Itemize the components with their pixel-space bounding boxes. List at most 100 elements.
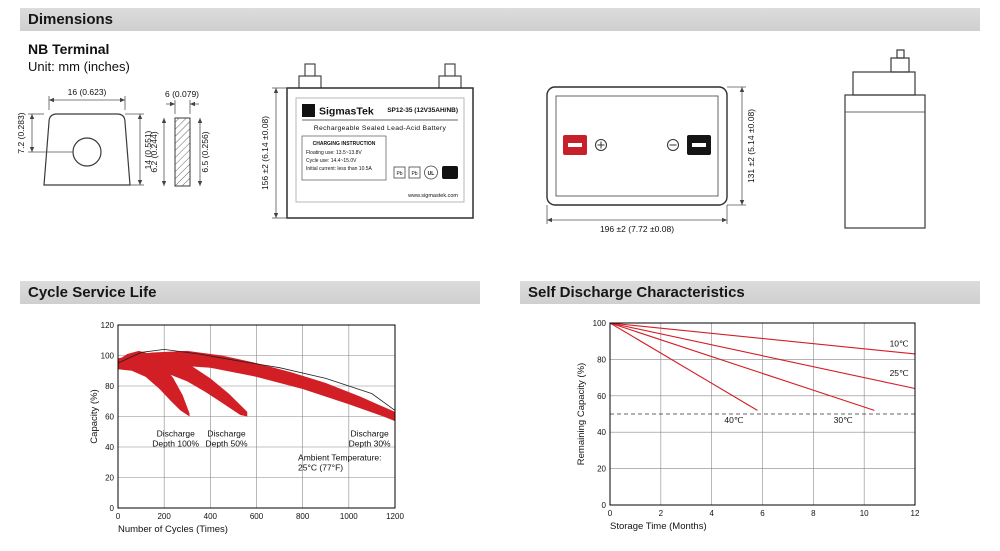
svg-text:600: 600 bbox=[250, 512, 264, 521]
svg-text:25℃: 25℃ bbox=[890, 368, 909, 378]
svg-text:0: 0 bbox=[116, 512, 121, 521]
cycle-service-life-title: Cycle Service Life bbox=[28, 284, 157, 301]
svg-text:4: 4 bbox=[709, 509, 714, 518]
svg-text:40: 40 bbox=[105, 443, 114, 452]
battery-label bbox=[295, 97, 465, 203]
positive-terminal-slot bbox=[568, 143, 582, 147]
dimensions-header-bar: Dimensions bbox=[20, 8, 980, 31]
svg-text:8: 8 bbox=[811, 509, 816, 518]
svg-text:UL: UL bbox=[428, 171, 435, 177]
top-length-dim: 196 ±2 (7.72 ±0.08) bbox=[600, 224, 674, 234]
charging-title: CHARGING INSTRUCTION bbox=[313, 141, 376, 147]
brand-logo-letter: S bbox=[305, 106, 311, 116]
svg-text:1200: 1200 bbox=[386, 512, 404, 521]
website-url: www.sigmastek.com bbox=[407, 193, 458, 199]
top-width-dim: 131 ±2 (5.14 ±0.08) bbox=[746, 109, 756, 183]
unit-label: Unit: mm (inches) bbox=[28, 59, 130, 74]
svg-text:40: 40 bbox=[597, 428, 606, 437]
svg-text:400: 400 bbox=[204, 512, 218, 521]
terminal-width-dim: 16 (0.623) bbox=[68, 87, 107, 97]
svg-text:10: 10 bbox=[860, 509, 869, 518]
top-view-outline bbox=[546, 86, 728, 206]
svg-text:120: 120 bbox=[101, 321, 115, 330]
cycle-service-life-chart: 0 200 400 600 800 1000 1200 0 20 40 60 80 100 120 Disc… bbox=[89, 321, 404, 535]
dimension-drawings: 16 (0.623) 7.2 (0.283) 14 (0.551) 6 (0.0… bbox=[16, 49, 926, 234]
svg-text:100: 100 bbox=[101, 352, 115, 361]
battery-case bbox=[286, 87, 474, 219]
pb-icon: Pb bbox=[393, 166, 406, 179]
plus-symbol-icon bbox=[595, 139, 607, 151]
terminal-hole bbox=[72, 137, 102, 167]
ul-certification-icon: UL bbox=[424, 165, 438, 180]
svg-text:2: 2 bbox=[659, 509, 664, 518]
svg-text:20: 20 bbox=[597, 465, 606, 474]
charging-line-2: Cycle use: 14.4~15.0V bbox=[306, 158, 357, 164]
negative-terminal-slot bbox=[692, 143, 706, 147]
terminal-section-view bbox=[174, 117, 191, 187]
pb-recycle-icon: Pb bbox=[408, 166, 421, 179]
front-terminal-left bbox=[298, 63, 322, 89]
battery-front-view: S SigmasTek SP12-35 (12V35AH/NB) Recharg… bbox=[286, 63, 474, 219]
front-view-dimensions bbox=[272, 87, 287, 219]
self-discharge-title: Self Discharge Characteristics bbox=[528, 284, 745, 301]
front-height-dim: 156 ±2 (6.14 ±0.08) bbox=[260, 116, 270, 190]
svg-text:800: 800 bbox=[296, 512, 310, 521]
section-right-dim: 6.5 (0.256) bbox=[200, 131, 210, 172]
brand-name: SigmasTek bbox=[319, 106, 374, 118]
svg-text:Capacity (%): Capacity (%) bbox=[89, 389, 100, 443]
svg-text:Storage Time (Months): Storage Time (Months) bbox=[610, 521, 707, 532]
svg-text:10℃: 10℃ bbox=[890, 339, 909, 349]
top-view-dimensions bbox=[546, 86, 746, 224]
svg-text:80: 80 bbox=[597, 355, 606, 364]
svg-text:Remaining Capacity (%): Remaining Capacity (%) bbox=[576, 363, 587, 465]
terminal-outline bbox=[43, 113, 131, 186]
certification-mark-icon bbox=[442, 166, 458, 179]
terminal-section-body bbox=[174, 117, 191, 187]
minus-symbol-icon bbox=[667, 139, 679, 151]
self-discharge-chart: 0 2 4 6 8 10 12 0 20 40 60 80 100 10℃ 25℃ 30℃ 40℃ Storage… bbox=[576, 319, 920, 532]
svg-text:1000: 1000 bbox=[340, 512, 358, 521]
cycle-service-life-header-bar: Cycle Service Life bbox=[20, 281, 480, 304]
charging-line-3: Initial current: less than 10.5A bbox=[306, 166, 373, 172]
svg-text:0: 0 bbox=[602, 501, 607, 510]
terminal-front-view bbox=[43, 113, 131, 186]
battery-type: Rechargeable Sealed Lead-Acid Battery bbox=[314, 125, 447, 132]
terminal-height-dim: 14 (0.551) bbox=[143, 130, 153, 169]
svg-text:Number of Cycles (Times): Number of Cycles (Times) bbox=[118, 524, 228, 535]
charging-line-1: Floating use: 13.5~13.8V bbox=[306, 150, 362, 156]
svg-text:100: 100 bbox=[593, 319, 607, 328]
svg-text:12: 12 bbox=[911, 509, 920, 518]
svg-text:60: 60 bbox=[105, 413, 114, 422]
svg-text:6: 6 bbox=[760, 509, 765, 518]
svg-text:80: 80 bbox=[105, 382, 114, 391]
nb-terminal-label: NB Terminal bbox=[28, 41, 110, 57]
svg-text:200: 200 bbox=[157, 512, 171, 521]
terminal-front-dimensions bbox=[28, 96, 144, 186]
battery-top-view bbox=[546, 86, 728, 206]
charging-instruction-box bbox=[301, 135, 387, 181]
dimensions-title: Dimensions bbox=[28, 11, 114, 28]
svg-text:30℃: 30℃ bbox=[834, 415, 853, 425]
terminal-section-dimensions bbox=[161, 100, 203, 186]
self-discharge-header-bar: Self Discharge Characteristics bbox=[520, 281, 980, 304]
model-number: SP12-35 (12V35AH/NB) bbox=[387, 107, 458, 114]
top-view-inner bbox=[555, 95, 719, 197]
svg-text:Pb: Pb bbox=[411, 171, 417, 177]
battery-side-view bbox=[844, 49, 926, 229]
section-left-dim: 6.2 (0.244) bbox=[149, 131, 159, 172]
section-width-dim: 6 (0.079) bbox=[165, 89, 199, 99]
svg-text:60: 60 bbox=[597, 392, 606, 401]
svg-text:Pb: Pb bbox=[396, 171, 402, 177]
svg-text:0: 0 bbox=[608, 509, 613, 518]
terminal-upper-dim: 7.2 (0.283) bbox=[16, 112, 26, 153]
svg-text:40℃: 40℃ bbox=[724, 415, 743, 425]
svg-text:Ambient Temperature:25°C (77°F: Ambient Temperature: 25°C (77°F) bbox=[298, 453, 381, 473]
svg-text:20: 20 bbox=[105, 474, 114, 483]
brand-logo-icon bbox=[302, 104, 315, 117]
svg-text:0: 0 bbox=[110, 504, 115, 513]
front-terminal-right bbox=[438, 63, 462, 89]
